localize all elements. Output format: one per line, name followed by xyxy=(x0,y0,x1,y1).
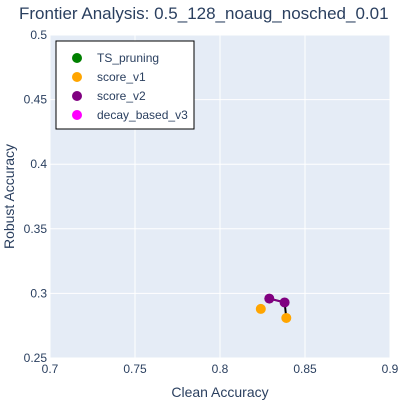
legend-label-ts-pruning: TS_pruning xyxy=(97,51,159,65)
data-point-score-v2 xyxy=(279,297,290,308)
data-point-score-v2 xyxy=(264,293,275,304)
y-axis-title: Robust Accuracy xyxy=(1,144,17,249)
grid-lines xyxy=(49,34,391,359)
legend-label-decay-based-v3: decay_based_v3 xyxy=(97,108,188,122)
legend-marker-decay-based-v3 xyxy=(72,110,82,120)
series-layer xyxy=(255,293,292,323)
legend-label-score-v1: score_v1 xyxy=(97,70,146,84)
y-tick-label: 0.45 xyxy=(24,93,48,107)
x-tick-label: 0.7 xyxy=(42,362,59,376)
legend: TS_pruning score_v1 score_v2 decay_based_v3 xyxy=(55,40,195,130)
y-tick-label: 0.4 xyxy=(30,157,47,171)
y-tick-label: 0.5 xyxy=(30,28,47,42)
x-tick-label: 0.75 xyxy=(123,362,147,376)
chart-title: Frontier Analysis: 0.5_128_noaug_nosched… xyxy=(19,4,389,23)
legend-marker-score-v2 xyxy=(72,91,82,101)
x-tick-label: 0.9 xyxy=(382,362,399,376)
x-tick-label: 0.8 xyxy=(212,362,229,376)
data-point-score-v1 xyxy=(255,303,266,314)
legend-label-score-v2: score_v2 xyxy=(97,89,146,103)
legend-marker-score-v1 xyxy=(72,72,82,82)
x-axis-ticks: 0.7 0.75 0.8 0.85 0.9 xyxy=(42,362,399,376)
x-axis-title: Clean Accuracy xyxy=(171,384,268,400)
data-point-score-v1 xyxy=(281,312,292,323)
y-tick-label: 0.35 xyxy=(24,222,48,236)
x-tick-label: 0.85 xyxy=(293,362,317,376)
y-tick-label: 0.3 xyxy=(30,286,47,300)
y-axis-ticks: 0.25 0.3 0.35 0.4 0.45 0.5 xyxy=(24,28,48,365)
y-tick-label: 0.25 xyxy=(24,351,48,365)
legend-marker-ts-pruning xyxy=(72,53,82,63)
